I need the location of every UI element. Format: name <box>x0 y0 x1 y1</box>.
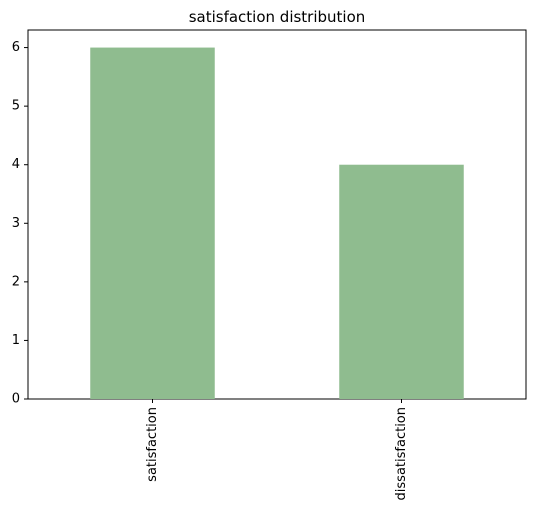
bar-satisfaction <box>90 47 215 399</box>
y-tick-label: 5 <box>12 99 20 114</box>
y-axis: 0 1 2 3 4 5 6 <box>12 40 28 407</box>
chart-title: satisfaction distribution <box>189 8 366 26</box>
y-tick-label: 2 <box>12 274 20 289</box>
bar-dissatisfaction <box>339 164 464 399</box>
plot-frame <box>27 29 527 400</box>
y-tick-label: 6 <box>12 40 20 55</box>
plot-area <box>27 29 527 400</box>
y-tick-label: 4 <box>12 157 20 172</box>
x-tick-label: satisfaction <box>145 407 160 482</box>
x-axis: satisfaction dissatisfaction <box>145 399 409 500</box>
x-tick-label: dissatisfaction <box>394 407 409 500</box>
y-tick-label: 3 <box>12 216 20 231</box>
bars-group <box>90 47 464 399</box>
y-tick-label: 1 <box>12 333 20 348</box>
y-tick-label: 0 <box>12 392 20 407</box>
